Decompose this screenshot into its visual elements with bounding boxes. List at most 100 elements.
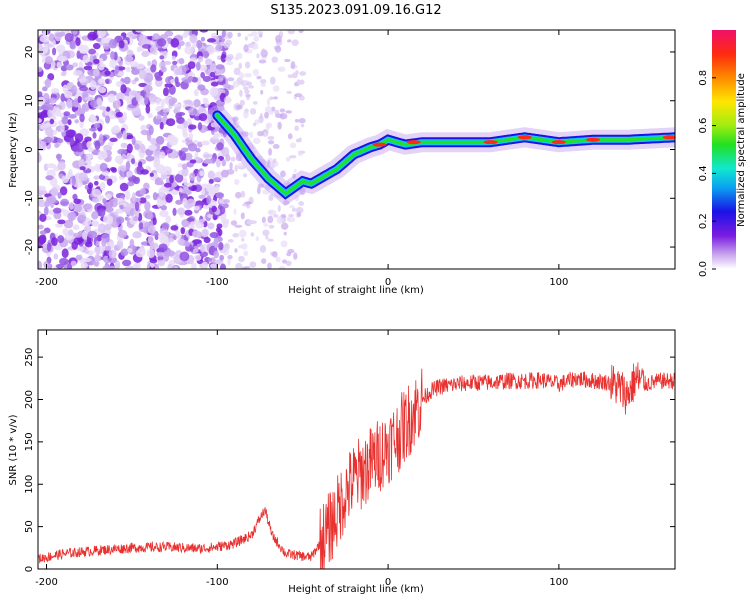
noise-blob — [153, 263, 160, 269]
noise-blob — [280, 240, 288, 248]
noise-blob — [277, 121, 282, 130]
noise-blob — [156, 251, 166, 257]
noise-blob — [172, 235, 177, 241]
noise-blob — [227, 254, 233, 260]
noise-blob — [230, 220, 238, 226]
noise-blob — [225, 39, 232, 46]
noise-blob — [194, 254, 202, 261]
noise-blob — [298, 30, 304, 34]
noise-blob — [104, 245, 112, 252]
noise-blob — [79, 113, 85, 123]
noise-blob — [216, 80, 226, 86]
noise-blob — [65, 64, 74, 71]
noise-blob — [117, 71, 125, 77]
noise-blob — [229, 161, 233, 170]
noise-blob — [38, 66, 43, 73]
noise-blob — [162, 112, 168, 119]
noise-blob — [147, 225, 156, 234]
noise-blob — [115, 216, 125, 224]
noise-blob — [57, 161, 66, 171]
noise-blob — [120, 248, 129, 257]
noise-blob — [202, 204, 210, 210]
noise-blob — [272, 96, 279, 100]
noise-blob — [183, 99, 193, 105]
noise-blob — [295, 206, 304, 214]
colorbar-tick-label: 0.8 — [698, 70, 709, 86]
noise-blob — [170, 225, 179, 231]
noise-blob — [55, 107, 62, 117]
noise-blob — [59, 186, 68, 196]
colorbar-tick-label: 0.2 — [698, 213, 709, 229]
noise-blob — [132, 216, 139, 222]
noise-blob — [226, 168, 235, 175]
noise-blob — [169, 174, 174, 184]
noise-blob — [157, 38, 167, 47]
noise-blob — [49, 103, 54, 111]
noise-blob — [104, 223, 112, 231]
noise-blob — [67, 212, 77, 221]
noise-blob — [61, 175, 70, 184]
noise-blob — [101, 238, 107, 247]
noise-blob — [84, 249, 90, 255]
noise-blob — [51, 237, 58, 247]
noise-blob — [74, 133, 84, 143]
noise-blob — [99, 181, 106, 192]
snr-frame — [37, 329, 676, 570]
noise-blob — [102, 43, 110, 50]
noise-blob — [267, 215, 274, 224]
noise-blob — [145, 104, 151, 114]
noise-blob — [261, 216, 266, 224]
noise-blob — [233, 67, 241, 76]
noise-blob — [246, 81, 253, 87]
noise-blob — [286, 216, 291, 222]
noise-blob — [162, 108, 171, 113]
noise-blob — [176, 116, 185, 124]
noise-blob — [275, 113, 283, 119]
noise-blob — [256, 75, 262, 80]
colorbar-ticks: 0.0 0.2 0.4 0.6 0.8 — [698, 70, 716, 277]
noise-blob — [240, 212, 245, 220]
noise-blob — [277, 66, 286, 72]
noise-blob — [67, 119, 72, 126]
noise-blob — [295, 70, 299, 75]
noise-blob — [235, 262, 243, 269]
noise-blob — [244, 265, 251, 269]
spectrogram-y-tick-label: -20 — [24, 239, 35, 255]
noise-blob — [38, 195, 43, 203]
noise-blob — [48, 33, 55, 42]
noise-blob — [57, 219, 66, 225]
noise-blob — [158, 243, 168, 252]
noise-blob — [187, 142, 198, 152]
noise-blob — [299, 79, 305, 85]
noise-blob — [189, 221, 195, 230]
noise-blob — [160, 33, 169, 40]
noise-blob — [38, 106, 44, 111]
noise-blob — [203, 237, 211, 244]
noise-blob — [208, 186, 217, 196]
noise-blob — [251, 42, 259, 50]
noise-blob — [181, 147, 189, 153]
noise-blob — [280, 222, 289, 230]
noise-blob — [59, 257, 69, 266]
noise-blob — [38, 185, 47, 191]
noise-blob — [104, 51, 110, 56]
noise-blob — [261, 258, 267, 264]
ridge-peak — [551, 140, 566, 145]
ridge-peak — [483, 140, 498, 145]
noise-blob — [95, 37, 102, 42]
noise-blob — [189, 34, 198, 44]
noise-blob — [224, 95, 232, 104]
noise-blob — [125, 161, 131, 171]
noise-blob — [92, 132, 97, 139]
noise-blob — [162, 87, 169, 97]
noise-blob — [202, 159, 213, 164]
noise-blob — [38, 112, 47, 118]
noise-blob — [110, 51, 115, 60]
noise-blob — [233, 208, 237, 215]
noise-blob — [120, 142, 128, 149]
noise-blob — [110, 126, 121, 134]
noise-blob — [206, 45, 216, 55]
noise-blob — [135, 249, 146, 258]
noise-blob — [126, 170, 134, 177]
snr-x-tick-label: -100 — [206, 577, 229, 588]
